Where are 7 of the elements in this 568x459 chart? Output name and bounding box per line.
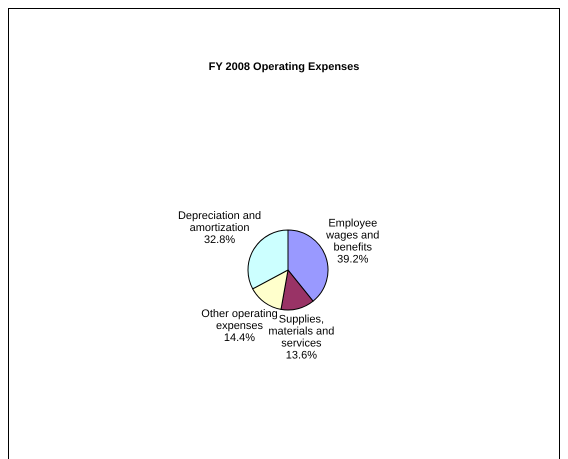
- data-label: 14.4%: [224, 332, 256, 344]
- slice-label: Employee wages and benefits: [325, 217, 380, 254]
- data-label: 32.8%: [204, 234, 236, 246]
- data-label: 39.2%: [337, 253, 369, 266]
- slice-label: Depreciation and amortization: [178, 210, 262, 234]
- data-label: 13.6%: [286, 350, 318, 362]
- chart-title: FY 2008 Operating Expenses: [208, 61, 360, 73]
